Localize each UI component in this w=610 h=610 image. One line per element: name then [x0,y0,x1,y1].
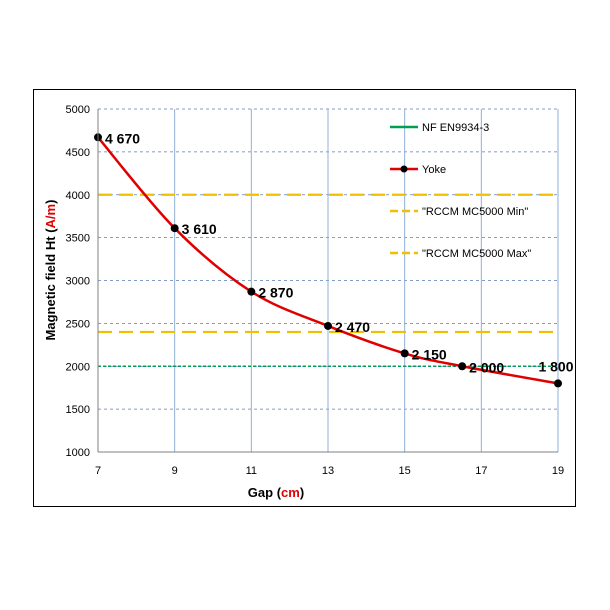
x-tick-label: 17 [475,465,487,477]
legend: NF EN9934-3 Yoke "RCCM MC5000 Min" "RCCM MC… [390,122,531,260]
yoke-data-point [458,362,467,371]
yoke-data-point [400,349,409,358]
legend-label: "RCCM MC5000 Max" [422,248,531,260]
legend-marker-yoke [400,165,408,173]
legend-label: Yoke [422,164,446,176]
y-tick-label: 3000 [66,276,90,288]
yoke-data-point [170,224,179,233]
y-tick-label: 4500 [66,147,90,159]
x-axis-title-text: Gap [248,485,273,500]
y-tick-label: 3500 [66,233,90,245]
yoke-data-label: 2 470 [335,319,370,335]
y-axis-title-text: Magnetic field Ht [43,236,58,341]
x-tick-label: 15 [399,465,411,477]
y-tick-label: 2500 [66,318,90,330]
legend-label: NF EN9934-3 [422,122,489,134]
yoke-data-label: 2 870 [258,285,293,301]
x-tick-label: 7 [95,465,101,477]
y-tick-label: 1500 [66,404,90,416]
yoke-data-label: 2 000 [469,359,504,375]
y-axis-title: Magnetic field Ht (A/m) [43,200,58,341]
y-tick-label: 5000 [66,104,90,116]
x-axis-unit: cm [281,485,300,500]
y-tick-label: 4000 [66,190,90,202]
legend-label: "RCCM MC5000 Min" [422,206,528,218]
grid-layer [97,108,559,452]
yoke-data-label: 4 670 [105,130,140,146]
reference-lines [98,193,558,368]
yoke-data-point [247,287,256,296]
axis-layer: 1000 1500 2000 2500 3000 3500 4000 4500 5000 7 9 11… [66,104,565,477]
x-tick-label: 9 [172,465,178,477]
series-layer [94,133,562,388]
x-tick-label: 11 [246,465,257,477]
y-tick-label: 2000 [66,361,90,373]
yoke-data-label: 1 800 [538,358,573,374]
y-tick-label: 1000 [66,447,90,459]
x-axis-title: Gap (cm) [248,485,304,500]
yoke-data-point [324,321,332,330]
yoke-data-label: 2 150 [412,346,447,362]
data-label-layer: 4 670 3 610 2 870 2 470 2 150 2 000 1 800 [105,130,574,375]
yoke-data-label: 3 610 [182,221,217,237]
x-tick-label: 19 [552,465,564,477]
y-axis-unit: A/m [43,204,58,229]
x-tick-label: 13 [322,465,334,477]
yoke-data-point [554,379,562,388]
